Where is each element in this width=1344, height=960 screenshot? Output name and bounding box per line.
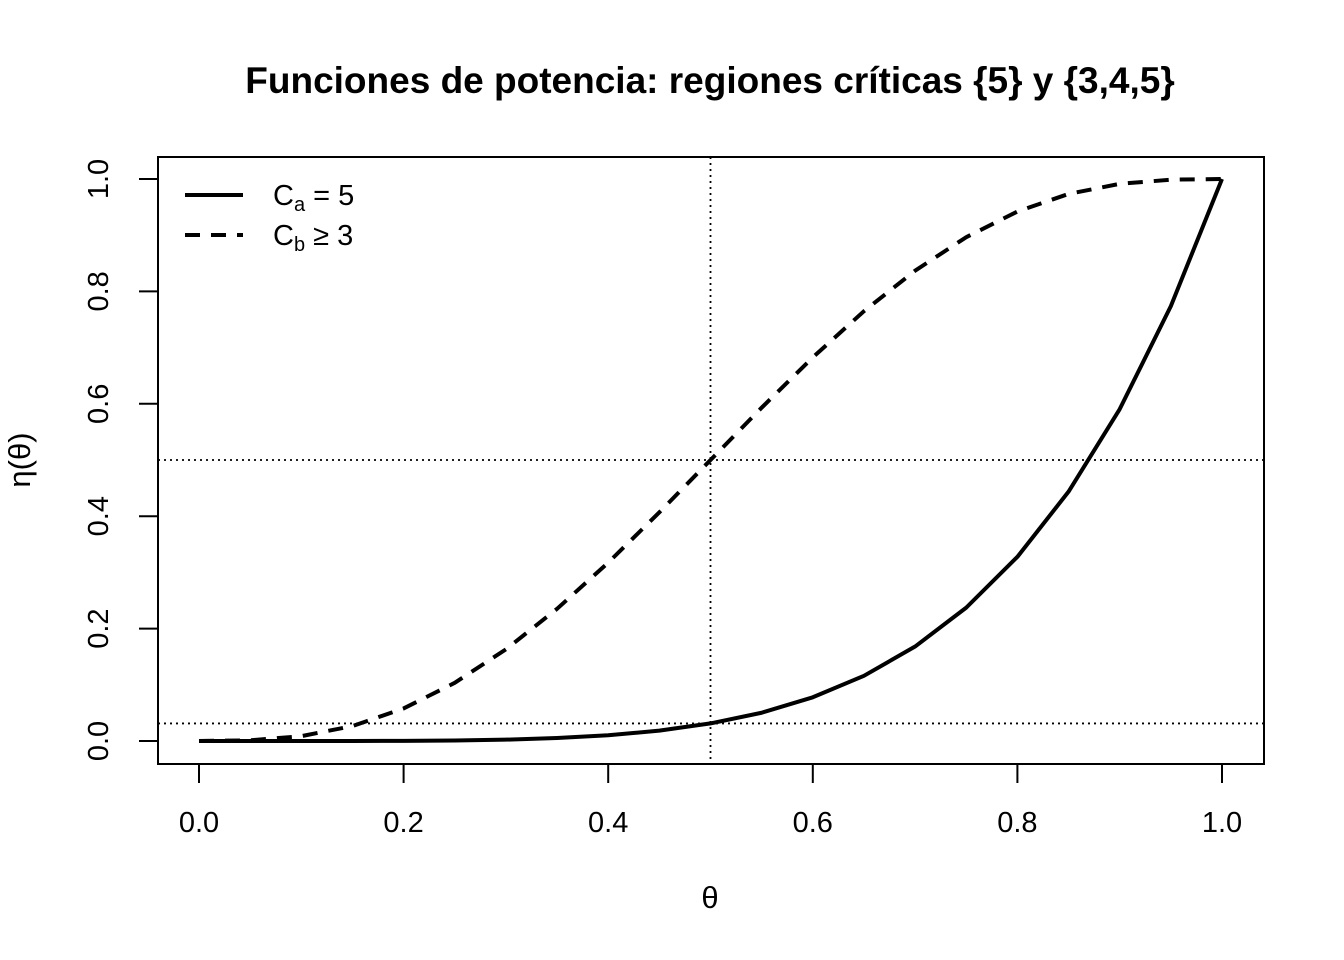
y-axis-label: η(θ) xyxy=(2,432,37,487)
series-line-0 xyxy=(199,178,1224,743)
x-axis: 0.0 0.2 0.4 0.6 0.8 1.0 xyxy=(179,763,1242,839)
y-tick-label-2: 0.4 xyxy=(83,496,115,536)
x-tick-label-1: 0.2 xyxy=(383,807,423,839)
y-tick-label-3: 0.6 xyxy=(83,384,115,424)
y-axis: 0.0 0.2 0.4 0.6 0.8 1.0 xyxy=(83,159,159,761)
x-tick-label-2: 0.4 xyxy=(588,807,628,839)
legend-label-0: Ca = 5 xyxy=(273,180,354,216)
x-tick-label-4: 0.8 xyxy=(997,807,1037,839)
y-tick-label-0: 0.0 xyxy=(83,721,115,761)
legend-label-1: Cb ≥ 3 xyxy=(273,220,353,256)
x-axis-label: θ xyxy=(701,880,718,915)
y-tick-label-5: 1.0 xyxy=(83,159,115,199)
x-tick-label-5: 1.0 xyxy=(1202,807,1242,839)
y-tick-label-4: 0.8 xyxy=(83,271,115,311)
y-tick-label-1: 0.2 xyxy=(83,608,115,648)
x-tick-label-0: 0.0 xyxy=(179,807,219,839)
legend: Ca = 5 Cb ≥ 3 xyxy=(185,180,354,256)
chart-title: Funciones de potencia: regiones críticas… xyxy=(245,60,1174,101)
x-tick-label-3: 0.6 xyxy=(793,807,833,839)
series-lines xyxy=(198,177,1224,743)
series-line-1 xyxy=(198,177,1223,743)
